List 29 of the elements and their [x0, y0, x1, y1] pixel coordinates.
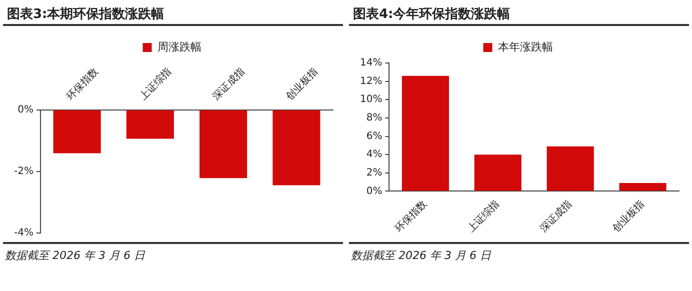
x-tick-label: 创业板指: [610, 198, 647, 235]
x-tick-label: 上证综指: [137, 66, 174, 102]
y-tick-label: 8%: [366, 112, 382, 124]
y-tick-label: 0%: [18, 104, 34, 116]
x-tick-label: 深证成指: [538, 198, 574, 235]
y-tick-label: 6%: [366, 130, 382, 142]
chart-title: 图表4:今年环保指数涨跌幅: [349, 0, 689, 26]
x-tick-label: 创业板指: [283, 66, 320, 102]
legend-label: 本年涨跌幅: [498, 40, 553, 54]
y-tick-label: 4%: [366, 149, 382, 160]
chart-title: 图表3:本期环保指数涨跌幅: [3, 0, 343, 26]
y-tick-label: -4%: [14, 228, 34, 239]
x-tick-label: 深证成指: [210, 66, 248, 102]
bar: [474, 154, 522, 191]
x-tick-label: 上证综指: [465, 198, 502, 235]
bar: [546, 146, 594, 191]
bar: [402, 76, 449, 191]
y-tick-label: 2%: [366, 168, 382, 179]
x-tick-label: 环保指数: [392, 198, 430, 235]
x-tick-label: 环保指数: [64, 66, 101, 102]
y-tick-label: 10%: [360, 94, 382, 106]
legend-label: 周涨跌幅: [157, 40, 202, 54]
y-tick-label: 12%: [360, 76, 382, 87]
y-tick-label: 14%: [360, 58, 382, 69]
text: 数据截至 2026 年 3 月 6 日: [3, 242, 343, 263]
y-tick-label: -2%: [14, 166, 34, 177]
y-tick-label: 0%: [366, 186, 382, 197]
bar: [619, 182, 666, 191]
text: 数据截至 2026 年 3 月 6 日: [349, 242, 689, 263]
